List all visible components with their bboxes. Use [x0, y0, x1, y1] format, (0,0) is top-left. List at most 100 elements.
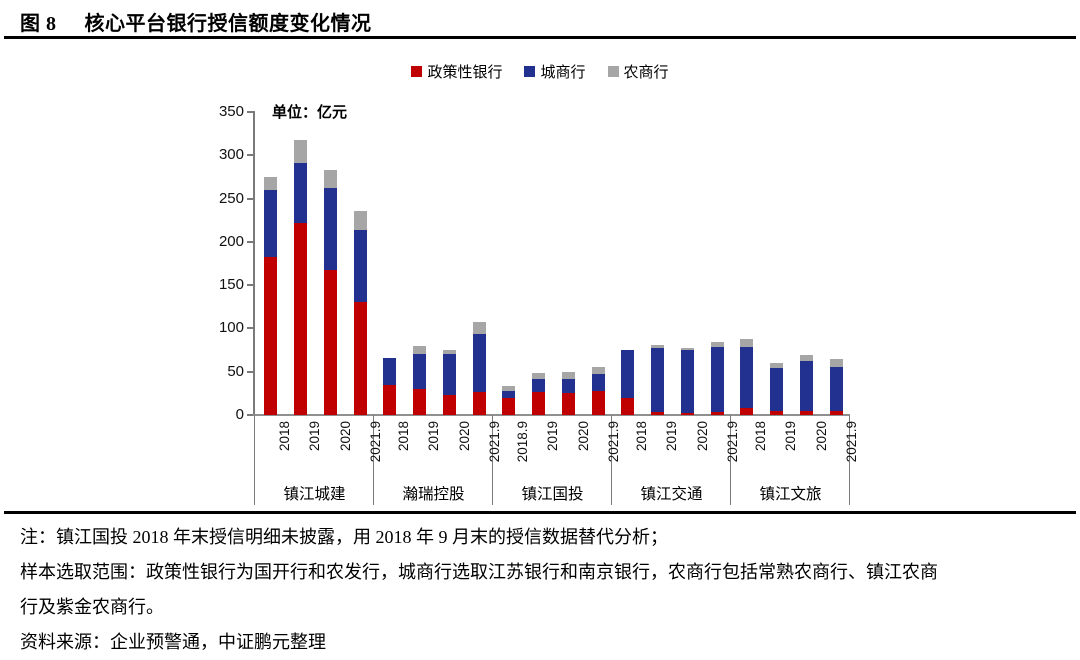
y-tick-mark [247, 327, 253, 330]
bar-segment [711, 412, 725, 415]
bar-segment [739, 408, 753, 415]
figure-title-text: 核心平台银行授信额度变化情况 [84, 13, 372, 35]
y-tick-mark [247, 240, 253, 243]
y-tick-mark [247, 111, 253, 113]
y-tick-mark [247, 284, 253, 287]
bar-segment [592, 367, 606, 375]
bar-segment [620, 397, 634, 415]
y-axis-line [253, 111, 255, 416]
group-separator [254, 415, 255, 505]
note-line-1: 注：镇江国投 2018 年末授信明细未披露，用 2018 年 9 月末的授信数据… [20, 527, 668, 547]
bar-segment [501, 390, 515, 398]
bar-segment [769, 368, 783, 411]
bar-segment [711, 346, 725, 413]
stacked-bar-chart: 政策性银行 城商行 农商行 单位：亿元 0 50 100 150 200 250 300 350 2… [0, 44, 1080, 511]
bar-segment [592, 374, 606, 391]
bar-segment [681, 413, 695, 415]
y-tick-label: 350 [218, 103, 244, 120]
bar-segment [354, 210, 368, 230]
bar-segment [324, 170, 338, 189]
group-label: 镇江城建 [283, 486, 346, 503]
bar-segment [800, 355, 814, 362]
bar-segment [620, 350, 634, 398]
y-tick-mark [247, 370, 253, 373]
bar-segment [562, 393, 576, 415]
bar-segment [263, 189, 277, 258]
bar-segment [324, 269, 338, 415]
bar-segment [681, 350, 695, 414]
bar-segment [769, 410, 783, 415]
bar-segment [739, 338, 753, 347]
bar-segment [412, 354, 426, 390]
legend-item: 农商行 [607, 61, 669, 82]
bar-segment [592, 390, 606, 415]
bar-segment [681, 348, 695, 351]
note-line-3: 行及紫金农商行。 [20, 597, 164, 617]
source-line: 资料来源：企业预警通，中证鹏元整理 [20, 632, 326, 652]
bar-segment [501, 385, 515, 391]
bar-segment [443, 395, 457, 415]
x-axis-line [253, 414, 850, 416]
y-tick-label: 200 [218, 232, 244, 250]
group-label: 瀚瑞控股 [402, 486, 465, 503]
footnotes: 注：镇江国投 2018 年末授信明细未披露，用 2018 年 9 月末的授信数据… [20, 520, 1066, 660]
y-tick-label: 150 [218, 276, 244, 294]
bar-segment [800, 361, 814, 411]
note-line-2: 样本选取范围：政策性银行为国开行和农发行，城商行选取江苏银行和南京银行，农商行包… [20, 562, 938, 582]
bar-segment [443, 350, 457, 354]
bar-segment [531, 372, 545, 379]
bar-segment [650, 344, 664, 349]
y-tick-mark [247, 197, 253, 200]
bar-segment [324, 188, 338, 270]
y-tick-label: 250 [218, 189, 244, 207]
bar-segment [739, 346, 753, 409]
top-divider-rule [4, 36, 1076, 39]
bar-segment [531, 378, 545, 392]
bar-segment [650, 348, 664, 413]
legend-swatch-icon [607, 66, 619, 77]
bar-segment [412, 389, 426, 415]
bottom-divider-rule [4, 511, 1076, 514]
legend-swatch-icon [411, 66, 423, 77]
bar-segment [650, 412, 664, 415]
bar-segment [830, 410, 844, 415]
legend-swatch-icon [524, 66, 536, 77]
y-tick-label: 50 [227, 362, 244, 380]
bar-segment [293, 163, 307, 223]
legend-label: 农商行 [623, 64, 669, 81]
bar-segment [382, 357, 396, 385]
group-separator [730, 415, 731, 505]
legend-label: 政策性银行 [427, 64, 503, 81]
bar-segment [800, 410, 814, 415]
bar-segment [830, 358, 844, 368]
bar-segment [830, 367, 844, 411]
group-separator [611, 415, 612, 505]
group-label: 镇江国投 [521, 486, 584, 503]
bar-segment [354, 301, 368, 415]
bar-segment [412, 345, 426, 355]
bar-segment [354, 229, 368, 302]
y-tick-label: 100 [218, 319, 244, 337]
group-label: 镇江文旅 [759, 486, 822, 503]
bar-segment [473, 391, 487, 415]
bar-segment [531, 391, 545, 415]
bar-segment [263, 257, 277, 415]
bar-segment [443, 353, 457, 396]
figure-number-label: 图 8 [20, 13, 57, 35]
y-tick-label: 0 [235, 406, 244, 423]
legend-item: 政策性银行 [411, 61, 502, 82]
bar-segment [562, 371, 576, 379]
group-separator [492, 415, 493, 505]
bar-segment [263, 176, 277, 190]
legend-label: 城商行 [540, 64, 586, 81]
bar-segment [293, 139, 307, 164]
group-label: 镇江交通 [640, 486, 703, 503]
bar-segment [562, 378, 576, 394]
bar-segment [501, 397, 515, 415]
group-separator [849, 415, 850, 505]
chart-legend: 政策性银行 城商行 农商行 [0, 61, 1080, 82]
y-tick-mark [247, 414, 253, 416]
y-tick-mark [247, 154, 253, 157]
unit-label: 单位：亿元 [272, 104, 348, 121]
